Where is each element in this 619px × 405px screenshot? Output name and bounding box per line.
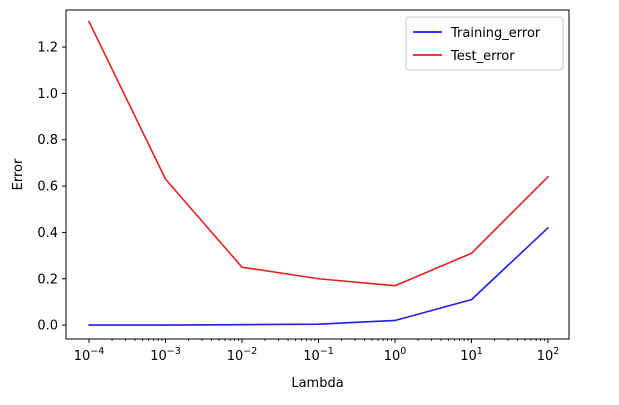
legend-entry-label: Test_error [450, 49, 515, 64]
x-tick-label: 10−2 [227, 346, 258, 364]
x-tick-label-exponent: −3 [167, 346, 181, 357]
y-tick-label: 0.8 [37, 133, 58, 148]
legend: Training_error Test_error [405, 16, 564, 71]
x-tick-label-base: 10 [227, 349, 244, 364]
data-point [317, 277, 320, 280]
data-point [241, 323, 243, 326]
x-tick-label-exponent: 0 [400, 346, 406, 357]
y-axis-label: Error [11, 158, 26, 190]
x-tick-label: 102 [537, 346, 560, 364]
x-tick-label-base: 10 [384, 349, 401, 364]
y-tick-label: 0.2 [37, 272, 58, 287]
x-tick-label-exponent: −4 [90, 346, 104, 357]
data-point [394, 284, 396, 287]
x-tick-label-exponent: −2 [243, 346, 257, 357]
x-axis-label: Lambda [291, 376, 343, 391]
x-tick-label-base: 10 [303, 349, 320, 364]
data-point [317, 323, 320, 325]
data-point [164, 178, 167, 180]
x-tick-label-base: 10 [150, 349, 167, 364]
plot-area-frame [65, 9, 570, 340]
data-point [547, 226, 549, 229]
data-point [470, 298, 473, 301]
x-tick-label-exponent: −1 [320, 346, 334, 357]
y-tick-label: 0.4 [37, 226, 58, 241]
y-tick-label: 1.2 [37, 41, 58, 56]
data-point [164, 324, 167, 326]
data-point [88, 324, 90, 326]
ticks-layer: 10−4 10−3 10−2 10−1 100 101 1020.00.20.40.60.8… [37, 41, 559, 364]
x-tick-label-exponent: 2 [553, 346, 559, 357]
data-point [547, 176, 549, 178]
legend-box [405, 16, 564, 71]
data-point [470, 252, 473, 255]
y-tick-label: 0.0 [37, 319, 58, 334]
x-tick-label-base: 10 [74, 349, 91, 364]
legend-entry-label: Training_error [450, 26, 541, 41]
series-line-0 [89, 227, 549, 326]
y-tick-label: 1.0 [37, 87, 58, 102]
data-point [394, 319, 396, 322]
x-tick-label: 100 [384, 346, 407, 364]
y-tick-label: 0.6 [37, 180, 58, 195]
x-tick-label: 10−3 [150, 346, 181, 364]
x-tick-label-exponent: 1 [477, 346, 483, 357]
x-tick-label: 10−4 [74, 346, 105, 364]
data-point [88, 20, 90, 23]
x-tick-label: 101 [460, 346, 483, 364]
x-tick-label-base: 10 [537, 349, 554, 364]
data-point [241, 266, 243, 268]
x-tick-label-base: 10 [460, 349, 477, 364]
x-tick-label: 10−1 [303, 346, 334, 364]
series-layer [88, 20, 549, 326]
